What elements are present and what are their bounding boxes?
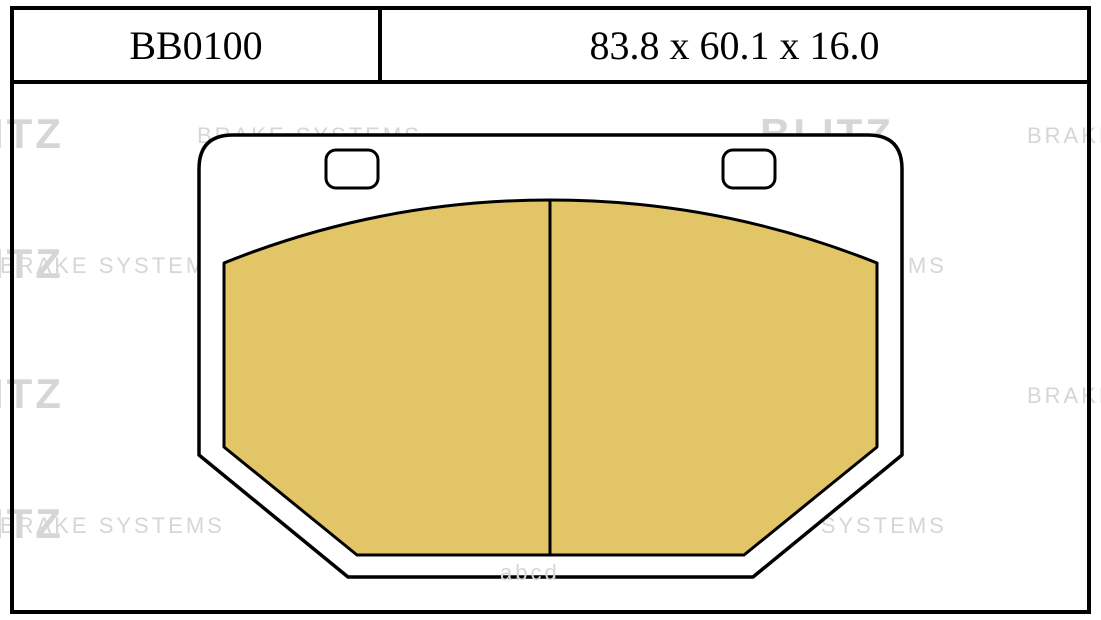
part-number-text: BB0100 <box>129 22 262 69</box>
diagram-svg <box>0 0 1101 620</box>
header-dimensions: 83.8 x 60.1 x 16.0 <box>380 8 1089 82</box>
header-part-number: BB0100 <box>12 8 380 82</box>
dimensions-text: 83.8 x 60.1 x 16.0 <box>590 22 880 69</box>
small-watermark: abcd <box>500 560 560 586</box>
